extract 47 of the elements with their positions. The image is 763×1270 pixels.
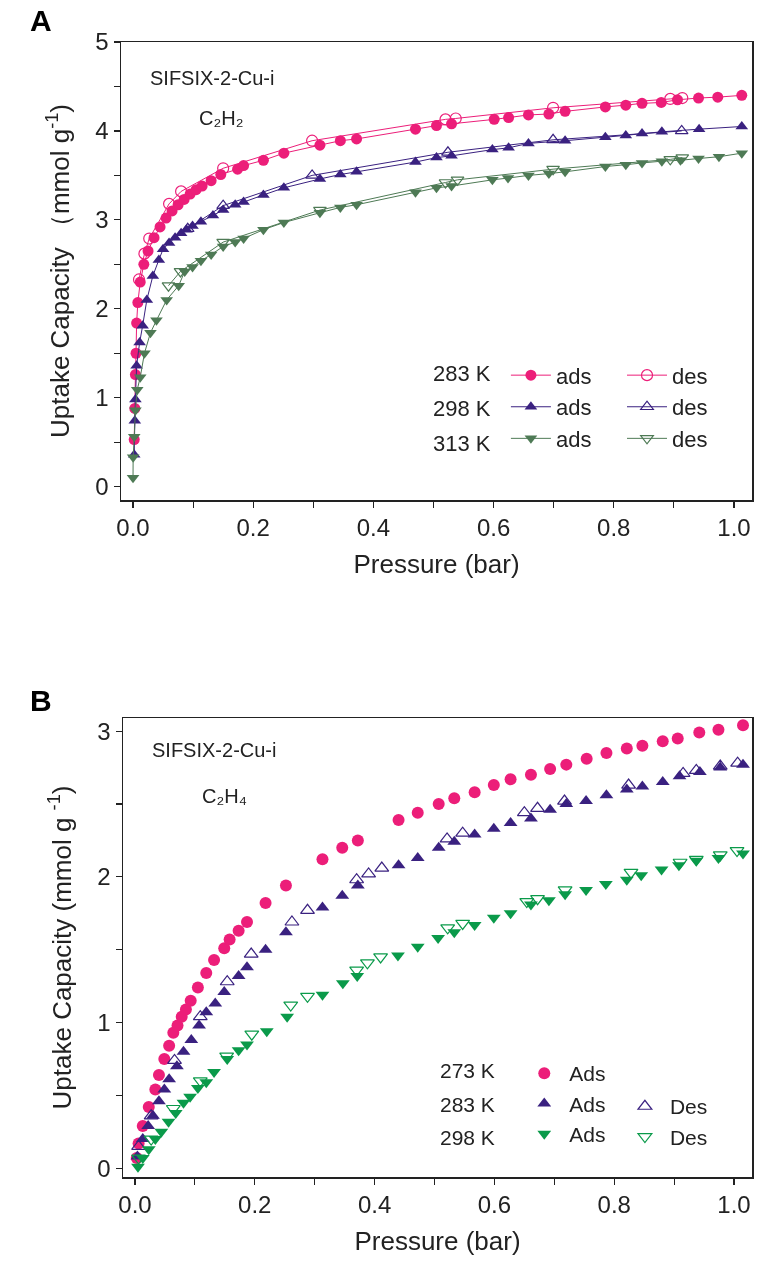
annotation: 298 K [440, 1126, 495, 1149]
text: B [30, 684, 52, 717]
text: SIFSIX-2-Cu-i [150, 67, 275, 89]
x-tick-label: 0.6 [476, 514, 511, 542]
x-tick-label: 1.0 [717, 1191, 751, 1219]
x-axis-title: Pressure (bar) [354, 1225, 521, 1256]
legend-label: Ads [569, 1062, 606, 1086]
annotation: 298 K [433, 396, 491, 421]
x-tick-label: 0.6 [477, 1191, 512, 1219]
y-tick-label: 3 [95, 206, 109, 234]
y-tick-label: 4 [95, 117, 109, 145]
x-tick-label: 0.0 [116, 514, 150, 542]
text: C₂H₄ [202, 785, 247, 807]
legend-label: Ads [569, 1092, 606, 1116]
legend-label: ads [555, 395, 592, 421]
y-tick-label: 1 [95, 384, 109, 412]
legend-label: Des [669, 1095, 708, 1119]
x-tick-label: 0.8 [597, 1191, 631, 1219]
legend-label: des [672, 395, 708, 421]
legend-label: des [672, 426, 708, 452]
text: A [30, 4, 52, 37]
legend-label: ads [555, 363, 592, 389]
legend-label: des [672, 363, 708, 389]
legend-label: ads [555, 426, 592, 452]
annotation: 283 K [440, 1093, 495, 1116]
y-tick-label: 3 [97, 717, 111, 745]
legend-label: Des [669, 1125, 708, 1149]
legend-label: Ads [569, 1123, 606, 1147]
y-tick-label: 1 [97, 1008, 111, 1036]
annotation: 283 K [433, 361, 491, 386]
x-tick-label: 0.4 [357, 1191, 392, 1219]
text: C₂H₂ [199, 107, 244, 129]
y-tick-label: 2 [95, 295, 109, 323]
x-tick-label: 0.2 [238, 1191, 272, 1219]
y-tick-label: 0 [97, 1154, 111, 1182]
x-tick-label: 0.2 [236, 514, 270, 542]
x-axis-title: Pressure (bar) [353, 548, 520, 579]
y-tick-label: 2 [97, 863, 111, 891]
x-tick-label: 0.4 [356, 514, 391, 542]
text: SIFSIX-2-Cu-i [152, 739, 277, 761]
y-tick-label: 5 [95, 28, 109, 56]
x-tick-label: 0.8 [597, 514, 631, 542]
annotation: 273 K [440, 1059, 495, 1082]
x-tick-label: 0.0 [118, 1191, 152, 1219]
y-tick-label: 0 [95, 473, 109, 501]
annotation: 313 K [433, 431, 491, 456]
x-tick-label: 1.0 [717, 514, 751, 542]
